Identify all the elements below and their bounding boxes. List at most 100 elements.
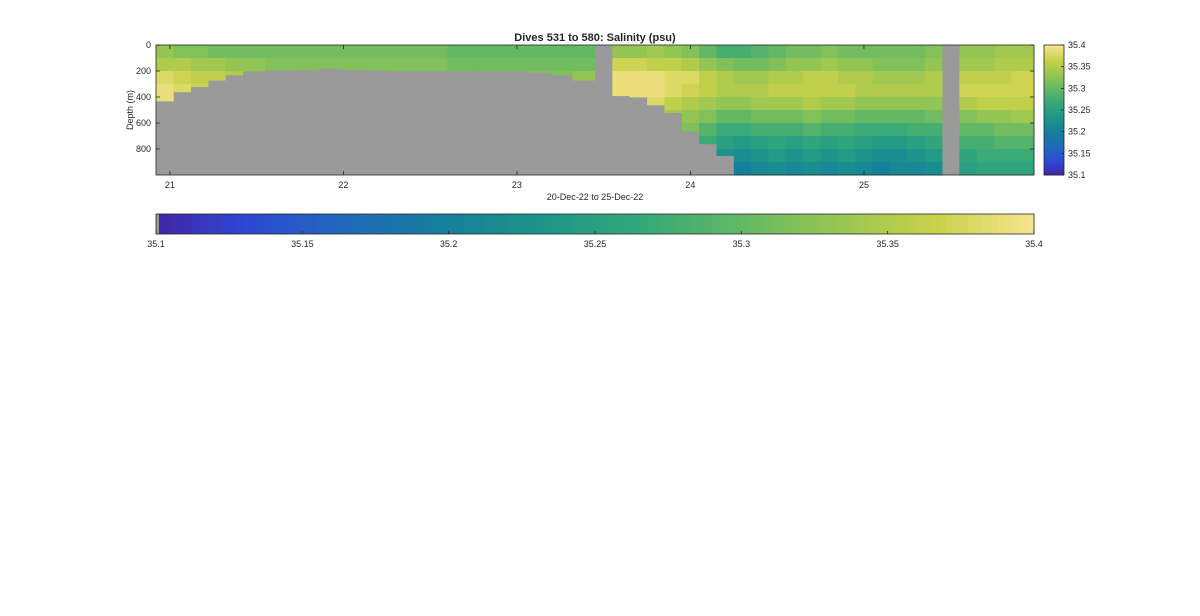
colorbar-segment — [1044, 136, 1064, 139]
heatmap-cell — [751, 84, 769, 98]
heatmap-cell — [976, 123, 995, 137]
heatmap-cell — [733, 149, 752, 163]
colorbar-segment — [338, 214, 347, 234]
colorbar-tick-label: 35.35 — [876, 239, 899, 249]
heatmap-cell — [837, 149, 856, 163]
colorbar-nodata-segment — [156, 214, 159, 234]
heatmap-cell — [907, 58, 926, 72]
heatmap-cell — [872, 136, 891, 150]
heatmap-cell — [924, 97, 943, 111]
heatmap-cell — [976, 71, 995, 85]
heatmap-cell — [803, 123, 821, 137]
heatmap-cell — [716, 58, 735, 72]
heatmap-cell — [733, 110, 752, 124]
heatmap-cell — [699, 97, 717, 111]
heatmap-cell — [647, 84, 665, 98]
heatmap-cell — [959, 71, 978, 85]
colorbar-segment — [1044, 155, 1064, 159]
heatmap-cell — [751, 110, 769, 124]
chart-title: Dives 531 to 580: Salinity (psu) — [514, 32, 676, 44]
colorbar-segment — [360, 214, 369, 234]
colorbar-segment — [829, 214, 837, 234]
heatmap-cell — [768, 84, 787, 98]
heatmap-cell — [907, 162, 926, 176]
colorbar-tick-label: 35.4 — [1025, 239, 1043, 249]
heatmap-cell — [785, 162, 804, 176]
colorbar-segment — [1044, 47, 1064, 50]
heatmap-cell — [820, 162, 839, 176]
heatmap-cell — [959, 123, 978, 137]
colorbar-segment — [573, 214, 581, 234]
heatmap-cell — [803, 84, 821, 98]
heatmap-cell — [681, 97, 700, 111]
heatmap-cell — [803, 136, 821, 150]
heatmap-cell — [447, 58, 474, 72]
colorbar-segment — [1044, 88, 1064, 91]
colorbar-segment — [668, 214, 676, 234]
heatmap-cell — [156, 45, 174, 59]
colorbar-segment — [507, 214, 515, 234]
colorbar-segment — [390, 214, 398, 234]
colorbar-segment — [660, 214, 669, 234]
colorbar-segment — [236, 214, 245, 234]
colorbar-segment — [221, 214, 230, 234]
colorbar-segment — [521, 214, 530, 234]
heatmap-cell — [994, 97, 1012, 111]
colorbar-segment — [990, 214, 998, 234]
colorbar-segment — [931, 214, 940, 234]
heatmap-cell — [994, 110, 1012, 124]
colorbar-segment — [199, 214, 208, 234]
colorbar-segment — [1044, 66, 1064, 70]
heatmap-cell — [855, 149, 874, 163]
heatmap-cell — [837, 84, 856, 98]
colorbar-segment — [1019, 214, 1028, 234]
colorbar-segment — [1044, 114, 1064, 117]
colorbar-segment — [1044, 133, 1064, 137]
heatmap-cell — [803, 97, 821, 111]
heatmap-cell — [855, 45, 874, 59]
heatmap-cell — [803, 162, 821, 176]
colorbar-segment — [1044, 170, 1064, 174]
colorbar-segment — [1044, 60, 1064, 63]
heatmap-cell — [924, 123, 943, 137]
heatmap-cell — [681, 123, 700, 132]
colorbar-segment — [880, 214, 889, 234]
colorbar-segment — [697, 214, 706, 234]
heatmap-cell — [733, 97, 752, 111]
heatmap-cell — [785, 45, 804, 59]
heatmap-cell — [190, 58, 209, 72]
colorbar-segment — [1044, 45, 1064, 48]
heatmap-cell — [551, 71, 573, 76]
heatmap-cell — [959, 149, 978, 163]
colorbar-segment — [843, 214, 852, 234]
heatmap-cell — [924, 71, 943, 85]
heatmap-cell — [837, 110, 856, 124]
colorbar-segment — [1044, 55, 1064, 59]
heatmap-cell — [889, 84, 908, 98]
colorbar-tick-label: 35.1 — [1068, 170, 1086, 180]
colorbar-segment — [785, 214, 793, 234]
colorbar-tick-label: 35.15 — [291, 239, 314, 249]
colorbar-segment — [514, 214, 523, 234]
colorbar-segment — [609, 214, 618, 234]
heatmap-cell — [785, 84, 804, 98]
colorbar-segment — [726, 214, 735, 234]
heatmap-cell — [291, 58, 318, 71]
heatmap-cell — [572, 58, 596, 72]
heatmap-cell — [225, 71, 244, 76]
colorbar-segment — [229, 214, 237, 234]
colorbar-segment — [163, 214, 172, 234]
heatmap-cell — [803, 149, 821, 163]
heatmap-cell — [837, 97, 856, 111]
colorbar-segment — [1044, 77, 1064, 81]
heatmap-cell — [421, 58, 448, 72]
x-tick-label: 22 — [338, 180, 348, 190]
heatmap-cell — [803, 110, 821, 124]
colorbar-segment — [492, 214, 501, 234]
heatmap-cell — [959, 136, 978, 150]
colorbar-segment — [1044, 144, 1064, 148]
heatmap-cell — [716, 123, 735, 137]
heatmap-cell — [716, 97, 735, 111]
colorbar-segment — [1044, 127, 1064, 130]
heatmap-cell — [924, 149, 943, 163]
